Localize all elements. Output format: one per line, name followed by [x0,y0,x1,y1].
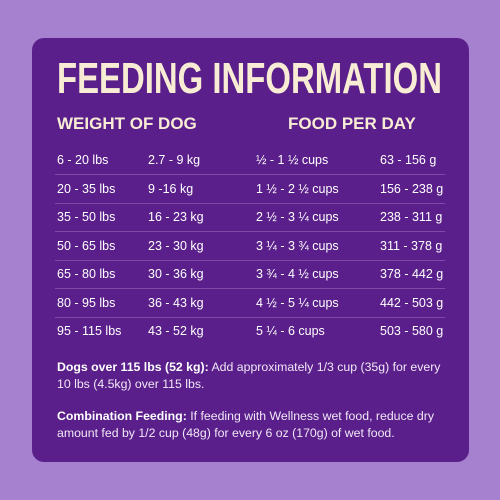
table-cell: 65 - 80 lbs [57,267,116,281]
table-cell: ½ - 1 ½ cups [256,153,329,167]
note: Combination Feeding: If feeding with Wel… [57,408,452,442]
table-cell: 43 - 52 kg [148,324,204,338]
table-cell: 16 - 23 kg [148,210,204,224]
note: Dogs over 115 lbs (52 kg): Add approxima… [57,359,452,393]
table-cell: 23 - 30 kg [148,238,204,253]
table-cell: 95 - 115 lbs [57,324,122,338]
table-cell: 1 ½ - 2 ½ cups [256,181,339,196]
table-cell: 9 -16 kg [148,181,194,196]
title-box: FEEDING INFORMATION [57,54,442,100]
header: WEIGHT OF DOG [57,114,197,133]
table-cell: 6 - 20 lbs [57,153,109,167]
table-cell: 3 ¾ - 4 ½ cups [256,267,339,281]
row-separator [55,316,445,318]
table-cell: 35 - 50 lbs [57,210,116,224]
table-cell: 238 - 311 g [380,210,443,224]
note-text: Add approximately 1/3 cup (35g) for ever… [57,360,441,391]
table-cell: 2.7 - 9 kg [148,153,201,167]
table-cell: 2 ½ - 3 ¼ cups [256,210,339,224]
row-separator [55,174,445,175]
title: FEEDING INFORMATION [57,54,442,100]
table-cell: 80 - 95 lbs [57,295,116,310]
table-cell: 378 - 442 g [380,267,444,281]
header: FOOD PER DAY [288,114,416,133]
note-label: Dogs over 115 lbs (52 kg): [57,360,209,374]
card: FEEDING INFORMATION WEIGHT OF DOG FOOD P… [32,38,469,462]
table-cell: 30 - 36 kg [148,267,204,281]
row-separator [55,288,445,289]
row-separator [55,259,445,261]
note-text: If feeding with Wellness wet food, reduc… [57,409,435,440]
table-cell: 442 - 503 g [380,295,444,310]
table-cell: 503 - 580 g [380,324,444,338]
table-cell: 4 ½ - 5 ¼ cups [256,295,339,310]
table-cell: 20 - 35 lbs [57,181,116,196]
table-cell: 3 ¼ - 3 ¾ cups [256,238,339,253]
table-cell: 63 - 156 g [380,153,437,167]
table-cell: 5 ¼ - 6 cups [256,324,325,338]
table-cell: 156 - 238 g [380,181,444,196]
row-separator [55,231,445,232]
table-cell: 50 - 65 lbs [57,238,116,253]
row-separator [55,202,445,204]
note-label: Combination Feeding: [57,409,187,423]
table-cell: 36 - 43 kg [148,295,204,310]
table-cell: 311 - 378 g [380,238,443,253]
